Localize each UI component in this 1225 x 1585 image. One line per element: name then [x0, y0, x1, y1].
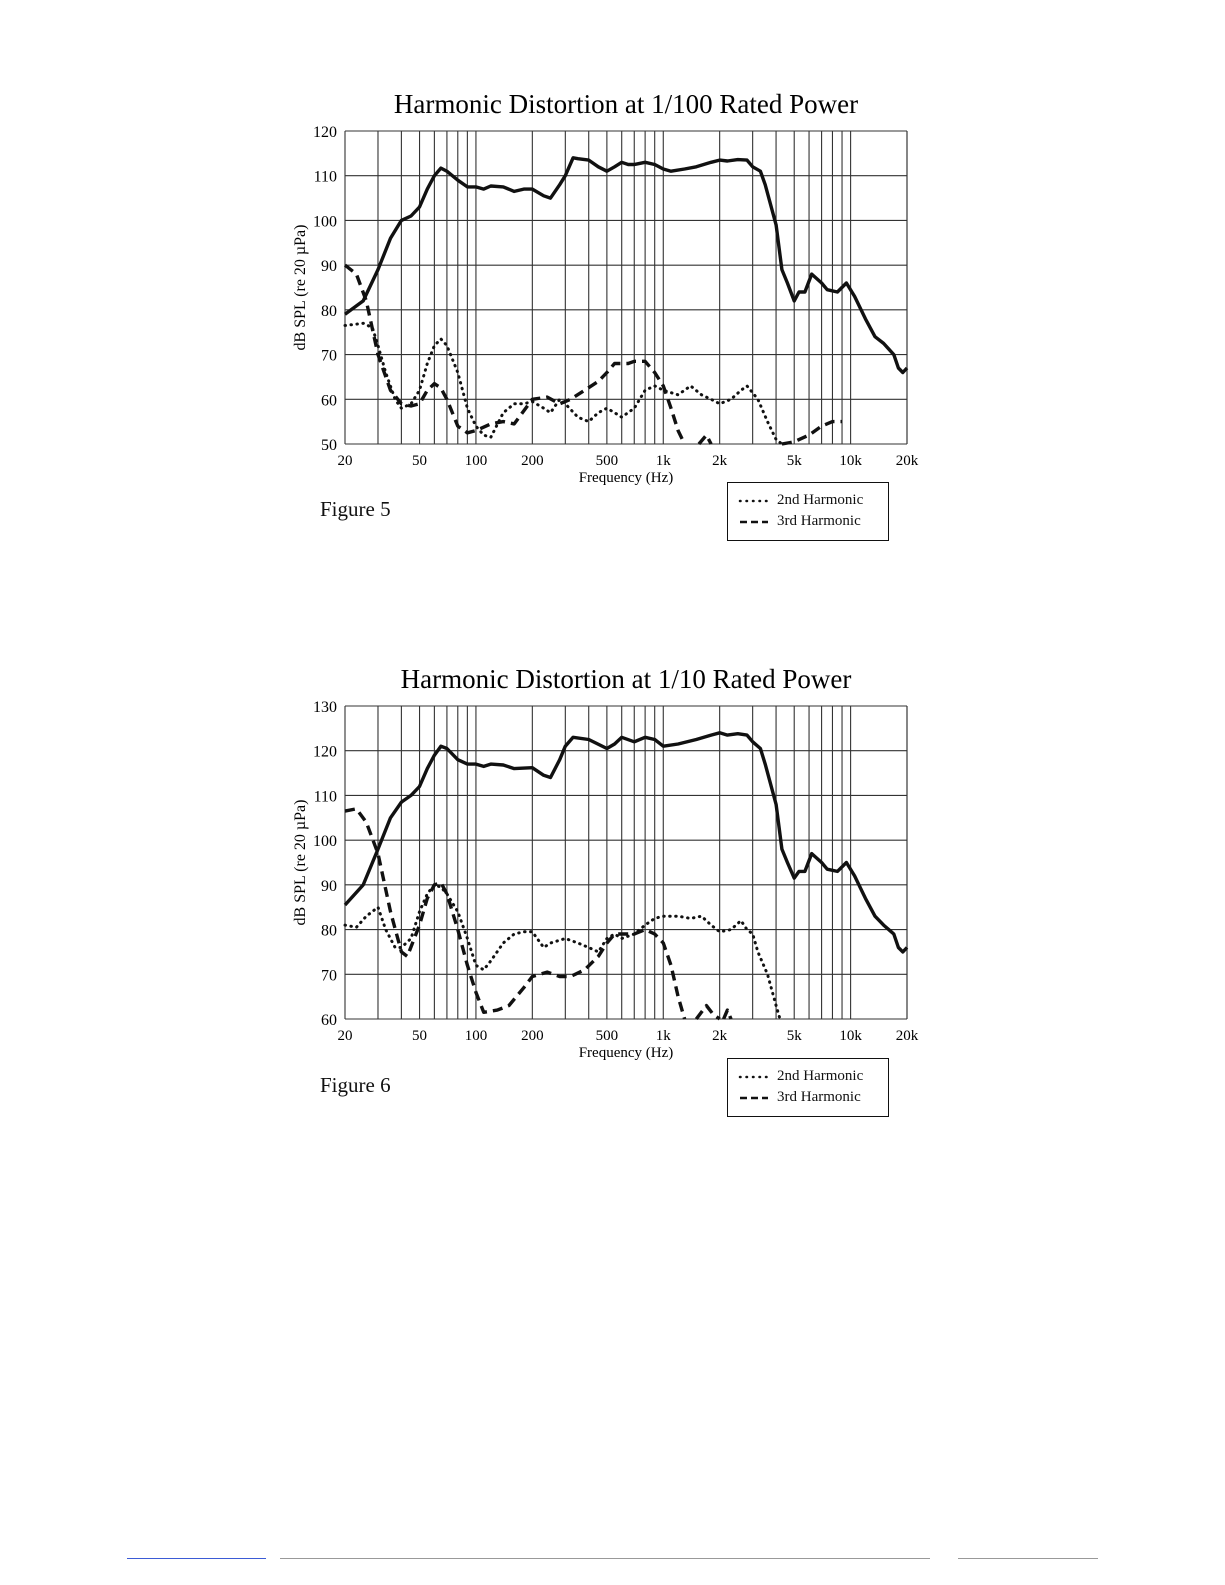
series-line-dashed — [344, 807, 687, 1020]
y-tick-label: 50 — [321, 437, 337, 454]
legend-item-2nd-harmonic: 2nd Harmonic — [738, 1068, 863, 1085]
legend-label: 2nd Harmonic — [777, 492, 864, 508]
y-tick-label: 110 — [314, 169, 337, 186]
legend-item-3rd-harmonic: 3rd Harmonic — [738, 1089, 861, 1106]
x-tick-label: 100 — [465, 453, 488, 469]
chart-title: Harmonic Distortion at 1/10 Rated Power — [401, 664, 852, 694]
y-axis-label: dB SPL (re 20 µPa) — [292, 800, 309, 926]
y-axis-label: dB SPL (re 20 µPa) — [292, 225, 309, 351]
x-tick-label: 10k — [839, 1028, 862, 1044]
x-tick-label: 10k — [839, 453, 862, 469]
x-tick-label: 500 — [596, 453, 619, 469]
x-tick-label: 20k — [896, 1028, 919, 1044]
x-tick-label: 20 — [338, 453, 353, 469]
dotted-line-swatch-icon — [738, 1075, 770, 1078]
series-line-dashed — [697, 433, 713, 446]
legend-label: 3rd Harmonic — [777, 1089, 861, 1105]
x-tick-label: 500 — [596, 1028, 619, 1044]
series-line-dotted — [343, 883, 782, 1021]
x-tick-label: 5k — [787, 1028, 803, 1044]
series-line-dashed — [694, 1003, 721, 1021]
x-tick-label: 50 — [412, 453, 427, 469]
series-line-dashed — [781, 419, 842, 446]
x-tick-label: 50 — [412, 1028, 427, 1044]
figure-label: Figure 5 — [320, 497, 391, 521]
y-tick-label: 110 — [314, 788, 337, 805]
y-tick-label: 80 — [321, 303, 337, 320]
y-tick-label: 60 — [321, 392, 337, 409]
x-tick-label: 2k — [712, 1028, 728, 1044]
legend-item-3rd-harmonic: 3rd Harmonic — [738, 513, 861, 530]
legend-label: 2nd Harmonic — [777, 1068, 864, 1084]
legend-item-2nd-harmonic: 2nd Harmonic — [738, 492, 863, 509]
y-tick-label: 90 — [321, 258, 337, 275]
x-tick-label: 20 — [338, 1028, 353, 1044]
series-line-solid — [343, 731, 909, 954]
dashed-line-swatch-icon — [740, 1096, 768, 1099]
x-tick-label: 2k — [712, 453, 728, 469]
x-tick-label: 1k — [656, 1028, 672, 1044]
y-tick-label: 80 — [321, 923, 337, 940]
y-tick-label: 100 — [313, 213, 337, 230]
dashed-line-swatch-icon — [740, 520, 768, 523]
figure-label: Figure 6 — [320, 1073, 391, 1097]
footer-rule — [127, 1558, 266, 1559]
chart-title: Harmonic Distortion at 1/100 Rated Power — [394, 89, 858, 119]
series-line-solid — [343, 156, 909, 375]
x-tick-label: 20k — [896, 453, 919, 469]
series-line-dashed — [722, 1008, 733, 1020]
series-line-dotted — [343, 321, 784, 446]
legend: 2nd Harmonic 3rd Harmonic — [727, 1058, 889, 1117]
x-tick-label: 200 — [521, 1028, 544, 1044]
y-tick-label: 100 — [313, 833, 337, 850]
y-tick-label: 120 — [313, 124, 337, 141]
y-tick-label: 90 — [321, 878, 337, 895]
legend-label: 3rd Harmonic — [777, 513, 861, 529]
dotted-line-swatch-icon — [738, 499, 770, 502]
grid — [344, 130, 908, 445]
x-tick-label: 1k — [656, 453, 672, 469]
y-tick-label: 120 — [313, 744, 337, 761]
y-tick-label: 70 — [321, 967, 337, 984]
y-tick-label: 70 — [321, 348, 337, 365]
y-tick-label: 130 — [313, 699, 337, 716]
x-axis-label: Frequency (Hz) — [579, 470, 674, 486]
y-tick-label: 60 — [321, 1012, 337, 1029]
footer-rule — [958, 1558, 1098, 1559]
footer-rule — [280, 1558, 930, 1559]
chart-figure-6: 60 70 80 90 100 110 120 130 20 50 100 200 500 1k 2k 5k 1… — [292, 664, 919, 1061]
x-axis-label: Frequency (Hz) — [579, 1045, 674, 1061]
x-tick-label: 100 — [465, 1028, 488, 1044]
x-tick-label: 5k — [787, 453, 803, 469]
legend: 2nd Harmonic 3rd Harmonic — [727, 482, 889, 541]
x-tick-label: 200 — [521, 453, 544, 469]
